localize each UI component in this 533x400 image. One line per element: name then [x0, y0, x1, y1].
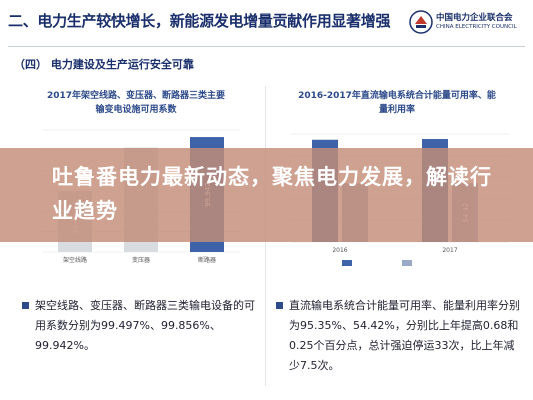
- slide-header: 二、电力生产较快增长，新能源发电增量贡献作用显著增强 中国电力企业联合会 CHI…: [0, 0, 533, 46]
- headline-text: 吐鲁番电力最新动态，聚焦电力发展，解读行业趋势: [52, 165, 492, 223]
- left-chart-title-line2: 输变电设施可用系数: [95, 105, 177, 115]
- cec-logo-icon: [409, 10, 433, 34]
- slide-title: 二、电力生产较快增长，新能源发电增量贡献作用显著增强: [8, 12, 391, 30]
- logo-text-cn: 中国电力企业联合会: [436, 13, 513, 23]
- headline-banner: 吐鲁番电力最新动态，聚焦电力发展，解读行业趋势: [0, 148, 533, 242]
- x-tick-label: 2016: [332, 247, 347, 254]
- left-chart-title-line1: 2017年架空线路、变压器、断路器三类主要: [46, 91, 226, 101]
- logo-text-en: CHINA ELECTRICITY COUNCIL: [436, 24, 517, 30]
- header-divider: [8, 46, 525, 47]
- bullet-square-icon: [22, 302, 29, 309]
- x-tick-label: 架空线路: [63, 256, 87, 264]
- x-tick-label: 2017: [442, 247, 457, 254]
- right-chart-title-line1: 2016-2017年直流输电系统合计能量可用率、能: [298, 91, 496, 101]
- x-tick-label: 变压器: [132, 256, 150, 264]
- right-chart-title-line2: 量利用率: [378, 105, 415, 115]
- legend-swatch: [402, 260, 412, 266]
- cec-logo: 中国电力企业联合会 CHINA ELECTRICITY COUNCIL: [409, 8, 527, 38]
- bullet-square-icon: [276, 302, 283, 309]
- section-title: （四） 电力建设及生产运行安全可靠: [14, 58, 194, 71]
- right-bullet-text: 直流输电系统合计能量可用率、能量利用率分别为95.35%、54.42%，分别比上…: [289, 299, 520, 372]
- legend-swatch: [342, 260, 352, 266]
- right-bullet: 直流输电系统合计能量可用率、能量利用率分别为95.35%、54.42%，分别比上…: [276, 296, 524, 376]
- left-bullet-text: 架空线路、变压器、断路器三类输电设备的可用系数分别为99.497%、99.856…: [35, 299, 255, 352]
- x-tick-label: 断路器: [198, 256, 216, 264]
- left-bullet: 架空线路、变压器、断路器三类输电设备的可用系数分别为99.497%、99.856…: [22, 296, 258, 356]
